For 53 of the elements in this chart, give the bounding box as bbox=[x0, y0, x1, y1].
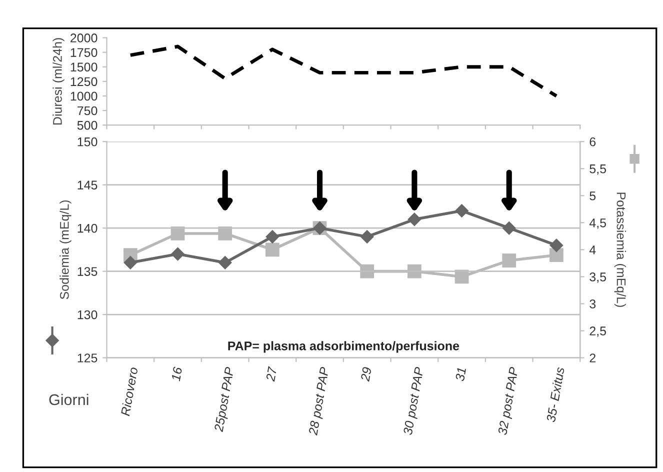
y2-tick-label: 5 bbox=[590, 192, 596, 200]
point bbox=[408, 212, 422, 226]
y-tick-label: 750 bbox=[78, 106, 98, 116]
point bbox=[550, 248, 564, 262]
point bbox=[265, 242, 280, 257]
y-tick-label: 500 bbox=[77, 120, 98, 130]
y-axis-title: Sodiemia (mEq/L) bbox=[60, 200, 72, 300]
y-tick-label: 125 bbox=[78, 354, 98, 362]
x-tick-label: 30 post PAP bbox=[403, 366, 426, 436]
point bbox=[502, 254, 516, 268]
x-tick-label: Ricovero bbox=[120, 366, 138, 416]
point bbox=[407, 264, 422, 278]
x-tick-label: 35- Exitus bbox=[546, 366, 565, 422]
y-tick-label: 140 bbox=[78, 224, 98, 233]
point bbox=[266, 230, 280, 244]
x-tick-label: 29 bbox=[360, 366, 372, 382]
x-axis-title: Giorni bbox=[49, 394, 88, 406]
y-tick-label: 1750 bbox=[70, 48, 98, 57]
y2-tick-label: 4,5 bbox=[589, 218, 606, 229]
y2-tick-label: 4 bbox=[589, 246, 596, 254]
point bbox=[502, 221, 516, 235]
x-tick-label: 16 bbox=[171, 366, 182, 382]
point bbox=[550, 238, 564, 252]
y-tick-label: 2000 bbox=[70, 34, 98, 42]
y2-tick-label: 6 bbox=[590, 137, 596, 146]
x-tick-label: 27 bbox=[266, 366, 277, 382]
y2-axis-title: Potassiemia (mEq/L) bbox=[614, 192, 626, 307]
point bbox=[171, 247, 184, 261]
x-tick-label: 31 bbox=[455, 368, 466, 382]
y2-tick-label: 2,5 bbox=[590, 326, 606, 337]
annotation: PAP= plasma adsorbimento/perfusione bbox=[228, 341, 460, 353]
point bbox=[455, 204, 468, 218]
x-tick-label: 32 post PAP bbox=[498, 366, 521, 436]
point bbox=[124, 256, 137, 270]
y2-tick-label: 5,5 bbox=[590, 164, 606, 175]
line-series bbox=[128, 44, 558, 98]
y-tick-label: 1500 bbox=[70, 62, 98, 72]
point bbox=[360, 264, 374, 278]
y2-tick-label: 2 bbox=[590, 354, 596, 362]
point bbox=[218, 226, 232, 240]
y2-tick-label: 3 bbox=[590, 300, 596, 308]
y2-tick-label: 3,5 bbox=[590, 272, 606, 283]
y-tick-label: 150 bbox=[78, 137, 98, 146]
x-tick-label: 25post PAP bbox=[214, 366, 236, 433]
x-tick-label: 28 post PAP bbox=[308, 366, 332, 436]
y-tick-label: 1000 bbox=[70, 92, 98, 101]
y-tick-label: 130 bbox=[78, 310, 98, 320]
y-tick-label: 135 bbox=[78, 267, 98, 276]
point bbox=[218, 256, 232, 270]
y-axis-title: Diuresi (ml/24h) bbox=[52, 38, 64, 124]
y-tick-label: 145 bbox=[78, 180, 98, 190]
y-tick-label: 1250 bbox=[70, 77, 98, 86]
point bbox=[360, 230, 374, 244]
